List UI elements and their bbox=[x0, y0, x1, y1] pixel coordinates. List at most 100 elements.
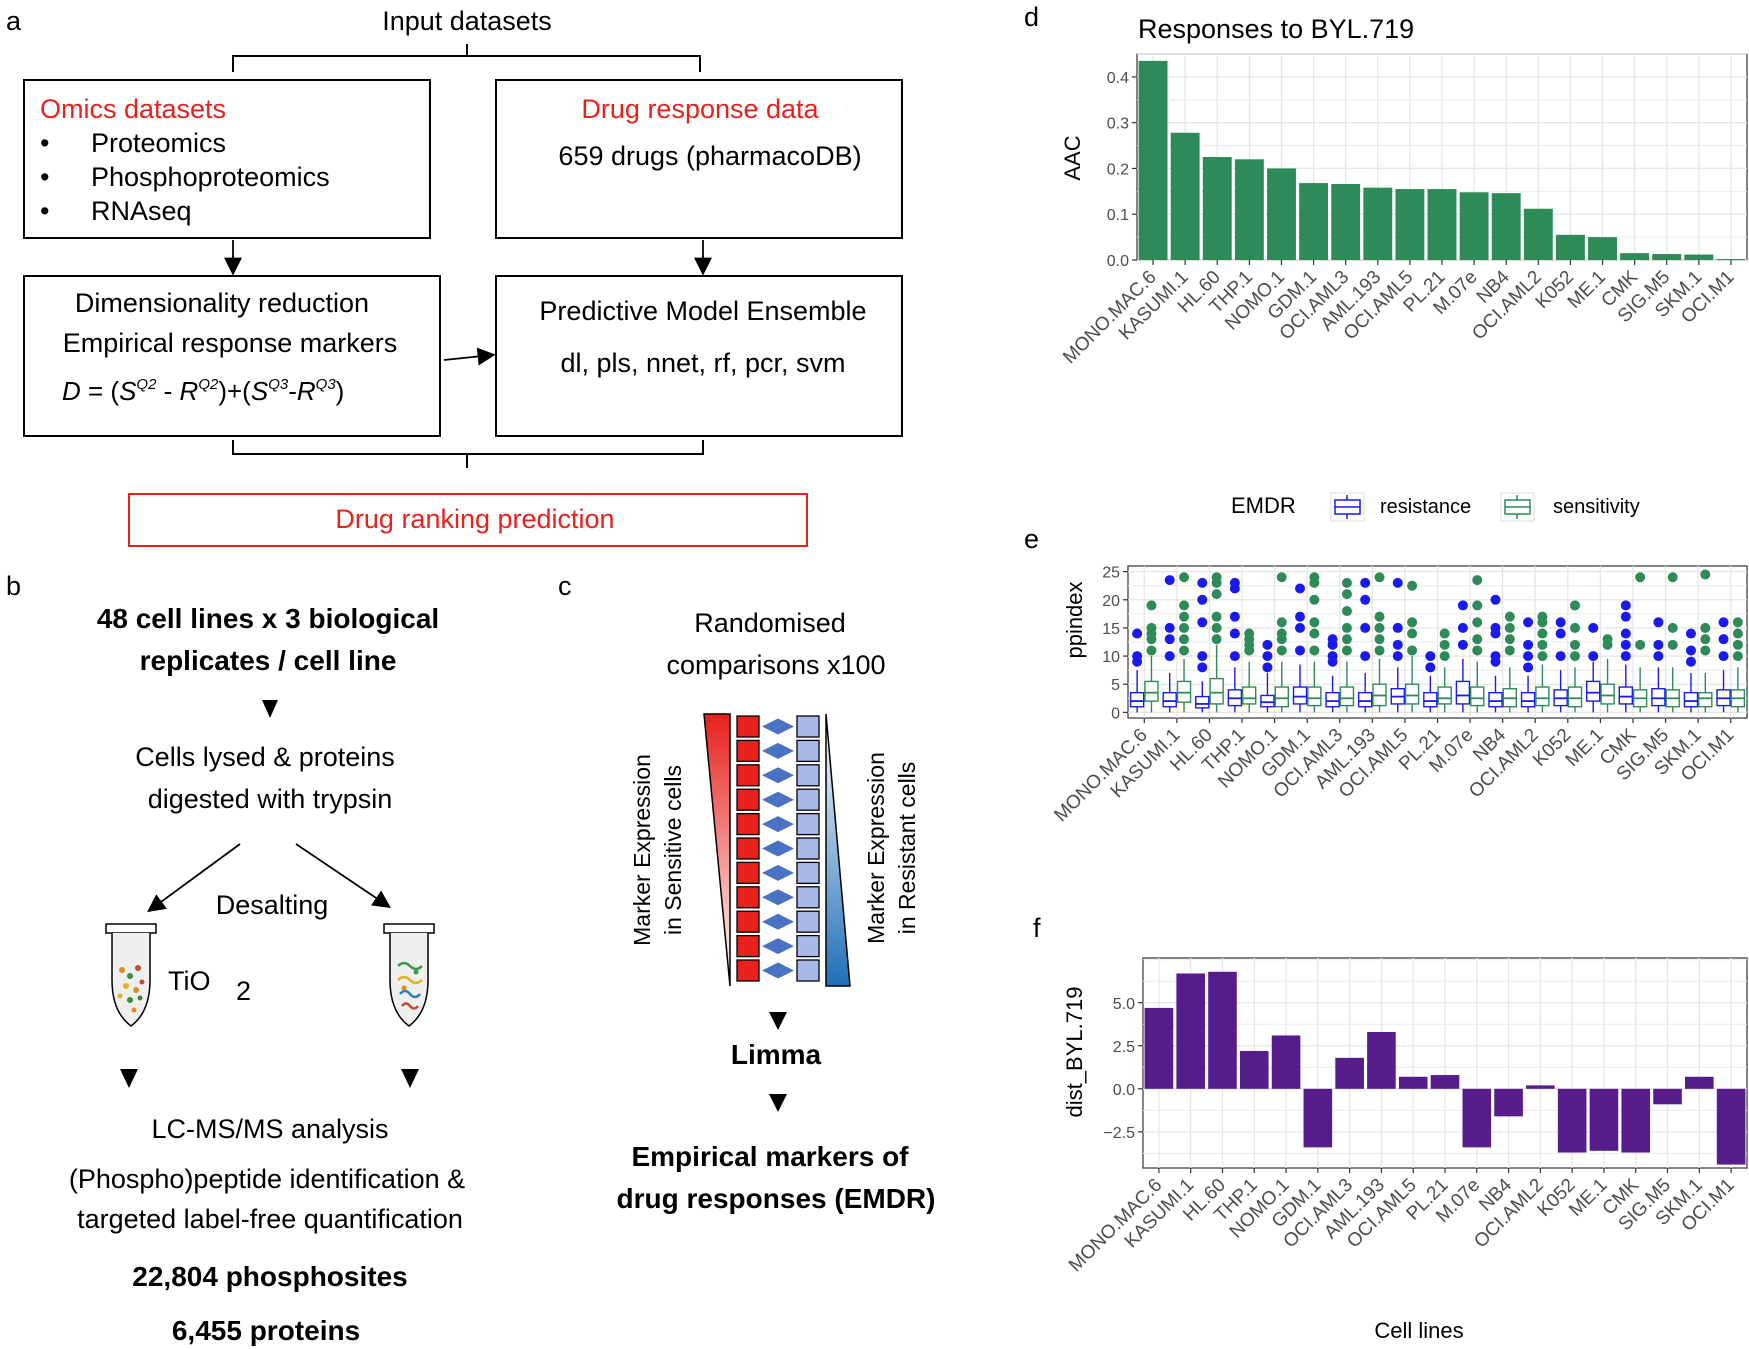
input-datasets-title: Input datasets bbox=[382, 6, 552, 36]
box-outlier-point bbox=[1146, 622, 1157, 633]
box-iqr bbox=[1437, 686, 1452, 705]
box-iqr bbox=[1618, 686, 1634, 705]
bar bbox=[1588, 237, 1617, 260]
b-arrow-2-right bbox=[401, 1069, 419, 1088]
box-outlier-point bbox=[1341, 634, 1352, 645]
box-outlier-point bbox=[1164, 575, 1175, 586]
box-outlier-point bbox=[1602, 634, 1613, 645]
bar bbox=[1202, 157, 1232, 260]
box-outlier-point bbox=[1472, 617, 1483, 628]
sensitive-marker-box bbox=[736, 739, 760, 763]
chart-f-ylabel: dist_BYL.719 bbox=[1062, 987, 1087, 1118]
c-arrow-1 bbox=[769, 1012, 787, 1030]
resistant-marker-box bbox=[796, 886, 820, 909]
box-outlier-point bbox=[1179, 600, 1190, 611]
box-outlier-point bbox=[1439, 639, 1450, 650]
box-outlier-point bbox=[1407, 580, 1418, 591]
box-outlier-point bbox=[1229, 611, 1240, 622]
box-outlier-point bbox=[1732, 628, 1743, 639]
ranking-text: Drug ranking prediction bbox=[335, 504, 614, 534]
box-outlier-point bbox=[1179, 634, 1190, 645]
y-tick-label: 20 bbox=[1102, 593, 1120, 610]
b-lysed-line1: Cells lysed & proteins bbox=[135, 742, 395, 772]
omics-item-proteomics: Proteomics bbox=[91, 128, 226, 158]
bar bbox=[1526, 1085, 1555, 1089]
drug-count-text: 659 drugs (pharmacoDB) bbox=[558, 141, 861, 171]
omics-bullet-3: • bbox=[40, 196, 49, 226]
box-outlier-point bbox=[1244, 628, 1255, 639]
box-outlier-point bbox=[1374, 611, 1385, 622]
model-box bbox=[495, 275, 903, 437]
resistant-marker-box bbox=[796, 861, 820, 885]
omics-item-phosphoproteomics: Phosphoproteomics bbox=[91, 162, 330, 192]
bar bbox=[1494, 1088, 1523, 1117]
box-iqr bbox=[1162, 691, 1177, 708]
box-outlier-point bbox=[1197, 651, 1208, 662]
y-tick-label: 2.5 bbox=[1113, 1039, 1135, 1056]
y-tick-label: 0.0 bbox=[1113, 1082, 1135, 1099]
bar bbox=[1685, 1076, 1714, 1089]
box-iqr bbox=[1307, 686, 1322, 707]
y-tick-label: 25 bbox=[1102, 565, 1120, 582]
marker-pairs bbox=[736, 715, 820, 982]
chart-d-ylabel: AAC bbox=[1060, 135, 1085, 180]
box-outlier-point bbox=[1407, 628, 1418, 639]
sensitive-marker-box bbox=[736, 837, 760, 860]
sensitive-marker-box bbox=[736, 764, 760, 787]
box-outlier-point bbox=[1732, 617, 1743, 628]
y-tick-label: 5.0 bbox=[1113, 996, 1135, 1013]
box-outlier-point bbox=[1132, 651, 1143, 662]
box-outlier-point bbox=[1490, 651, 1501, 662]
box-outlier-point bbox=[1700, 634, 1711, 645]
y-tick-label: 0 bbox=[1111, 705, 1120, 722]
bar bbox=[1331, 184, 1361, 260]
box-outlier-point bbox=[1360, 594, 1371, 605]
box-outlier-point bbox=[1732, 639, 1743, 650]
box-outlier-point bbox=[1667, 622, 1678, 633]
omics-box bbox=[23, 79, 431, 239]
bar bbox=[1557, 1088, 1587, 1153]
box-outlier-point bbox=[1472, 575, 1483, 586]
box-iqr bbox=[1567, 686, 1583, 708]
box-outlier-point bbox=[1425, 651, 1436, 662]
box-outlier-point bbox=[1146, 645, 1157, 656]
sensitive-marker-box bbox=[736, 934, 760, 958]
box-outlier-point bbox=[1341, 622, 1352, 633]
box-outlier-point bbox=[1229, 628, 1240, 639]
box-iqr bbox=[1455, 680, 1471, 705]
b-tio2-label: TiO bbox=[168, 966, 211, 996]
box-outlier-point bbox=[1179, 611, 1190, 622]
bar bbox=[1430, 1075, 1460, 1089]
bar bbox=[1299, 183, 1329, 260]
model-title: Predictive Model Ensemble bbox=[539, 296, 866, 326]
y-tick-label: −2.5 bbox=[1103, 1125, 1135, 1142]
panel-label-e: e bbox=[1024, 524, 1039, 554]
bar bbox=[1367, 1032, 1396, 1089]
box-outlier-point bbox=[1392, 577, 1403, 588]
drug-box bbox=[495, 79, 903, 239]
panel-a: a Input datasets Omics datasets • Proteo… bbox=[6, 6, 903, 547]
y-tick-label: 0.1 bbox=[1107, 207, 1129, 224]
box-iqr bbox=[1241, 686, 1257, 705]
b-phosphosites: 22,804 phosphosites bbox=[132, 1261, 407, 1292]
box-outlier-point bbox=[1537, 639, 1548, 650]
box-outlier-point bbox=[1309, 628, 1320, 639]
box-outlier-point bbox=[1523, 639, 1534, 650]
panel-b: b 48 cell lines x 3 biological replicate… bbox=[6, 571, 465, 1346]
b-arrow-1 bbox=[262, 700, 278, 718]
box-outlier-point bbox=[1700, 569, 1711, 580]
box-outlier-point bbox=[1504, 634, 1515, 645]
y-tick-label: 0.2 bbox=[1107, 161, 1129, 178]
box-outlier-point bbox=[1392, 622, 1403, 633]
bar bbox=[1491, 193, 1521, 260]
box-outlier-point bbox=[1523, 651, 1534, 662]
y-tick-label: 5 bbox=[1111, 677, 1120, 694]
bar bbox=[1170, 132, 1200, 260]
box-outlier-point bbox=[1211, 611, 1222, 622]
box-iqr bbox=[1129, 691, 1145, 708]
c-arrow-2 bbox=[769, 1094, 787, 1112]
box-outlier-point bbox=[1700, 645, 1711, 656]
bar bbox=[1459, 192, 1489, 260]
box-outlier-point bbox=[1718, 651, 1729, 662]
box-outlier-point bbox=[1392, 651, 1403, 662]
